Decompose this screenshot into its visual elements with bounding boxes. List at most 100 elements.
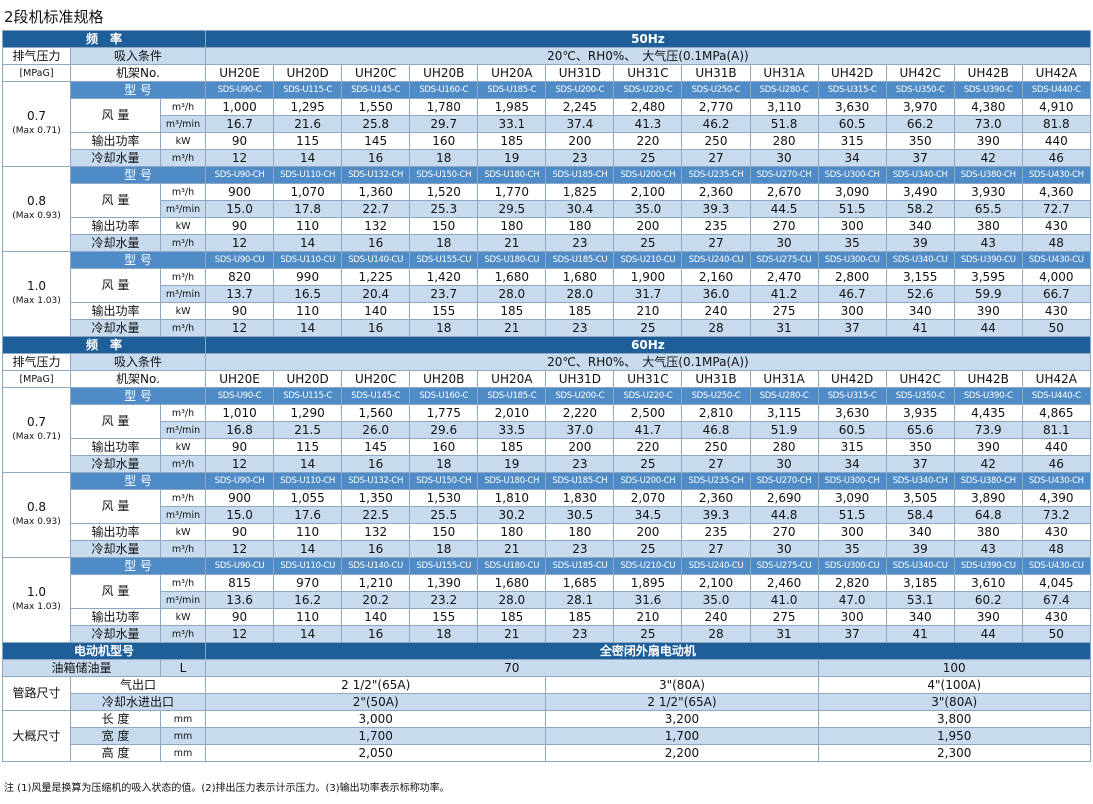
- value: 53.1: [885, 591, 955, 609]
- value: 37.0: [545, 421, 615, 439]
- table-row: 风 量 m³/h 900 1,055 1,350 1,530 1,810 1,830 2,070…: [3, 489, 1091, 524]
- model: SDS-U90-CU: [205, 251, 275, 269]
- value: 1,770: [477, 183, 547, 201]
- value: 1,070: [273, 183, 343, 201]
- value: 140: [341, 608, 411, 626]
- pressure-cell: 0.7 (Max 0.71): [2, 387, 71, 473]
- model: SDS-U90-CU: [205, 557, 275, 575]
- model: SDS-U185-CH: [545, 166, 615, 184]
- value: 35.0: [681, 591, 751, 609]
- unit: m³/h: [159, 489, 207, 507]
- value: 1,530: [409, 489, 479, 507]
- value: 41: [885, 319, 955, 337]
- value: 90: [205, 438, 275, 456]
- pressure: 1.0: [26, 585, 47, 599]
- value: 48: [1021, 540, 1091, 558]
- value: 39.3: [681, 506, 751, 524]
- value: 23: [545, 234, 615, 252]
- row-label: 输出功率: [70, 132, 161, 150]
- value: 36.0: [681, 285, 751, 303]
- table-row: 冷却水进出口 2"(50A) 2 1/2"(65A) 3"(80A): [3, 693, 1091, 711]
- value: 23: [545, 540, 615, 558]
- value: 15.0: [205, 200, 275, 218]
- table-row: 0.8 (Max 0.93) 型 号 SDS-U90-CH SDS-U110-CH SDS…: [2, 472, 1091, 558]
- model: SDS-U160-C: [409, 387, 479, 405]
- model: SDS-U155-CU: [409, 251, 479, 269]
- row-label: 吸入条件: [69, 47, 207, 65]
- unit: m³/h: [159, 625, 207, 643]
- unit: m³/h: [159, 319, 207, 337]
- row-label: 输出功率: [70, 302, 161, 320]
- value: 16: [341, 149, 411, 167]
- frame: UH42C: [885, 370, 955, 388]
- pressure: 0.7: [26, 415, 47, 429]
- header: 频 率: [1, 336, 207, 354]
- value: 25: [613, 455, 683, 473]
- row-label: 冷却水量: [70, 455, 161, 473]
- row-label: 冷却水量: [70, 234, 161, 252]
- value: 220: [613, 438, 683, 456]
- value: 2,460: [749, 574, 819, 592]
- value: 210: [613, 608, 683, 626]
- table-row: 冷却水量 m³/h 12 14 16 18 19 23 25 27 30 34 37 42 46: [3, 149, 1091, 167]
- value: 51.8: [749, 115, 819, 133]
- value: 73.2: [1021, 506, 1091, 524]
- value: 17.8: [273, 200, 343, 218]
- value: 3,630: [817, 98, 887, 116]
- value: 2,770: [681, 98, 751, 116]
- model: SDS-U180-CH: [477, 472, 547, 490]
- value: 70: [205, 659, 819, 677]
- value: 340: [885, 523, 955, 541]
- model: SDS-U390-CU: [953, 251, 1023, 269]
- row-label: 输出功率: [70, 217, 161, 235]
- frame: UH31B: [681, 370, 751, 388]
- value: 27: [681, 149, 751, 167]
- table-row: m³/min 15.0 17.8 22.7 25.3 29.5 30.4 35.0 39.3 44…: [3, 200, 1091, 218]
- value: 64.8: [953, 506, 1023, 524]
- value: 440: [1021, 438, 1091, 456]
- model: SDS-U90-CH: [205, 166, 275, 184]
- row-label: 冷却水进出口: [69, 693, 207, 711]
- value: 19: [477, 455, 547, 473]
- unit: m³/min: [159, 200, 207, 218]
- frame: UH20C: [341, 64, 411, 82]
- value: 4,045: [1021, 574, 1091, 592]
- value: 12: [205, 455, 275, 473]
- motor-type: 全密闭外扇电动机: [205, 642, 1091, 660]
- value: 2,300: [817, 744, 1091, 762]
- table-row: 输出功率 kW 90 115 145 160 185 200 220 250 280 315 350 39…: [3, 438, 1091, 456]
- model: SDS-U300-CU: [817, 251, 887, 269]
- pressure: 1.0: [26, 279, 47, 293]
- header: 频 率: [1, 30, 207, 48]
- value: 18: [409, 455, 479, 473]
- value: 1,810: [477, 489, 547, 507]
- table-row: 大概尺寸长 度 mm 3,000 3,200 3,800: [2, 710, 1091, 762]
- table-row: [MPaG] 机架No. UH20E UH20D UH20C UH20B UH20A UH31…: [2, 64, 1091, 82]
- row-label: 机架No.: [69, 370, 207, 388]
- value: 200: [613, 217, 683, 235]
- frame: UH42C: [885, 64, 955, 82]
- frequency: 50Hz: [205, 30, 1091, 48]
- value: 12: [205, 625, 275, 643]
- frame: UH31A: [749, 64, 819, 82]
- value: 25.3: [409, 200, 479, 218]
- table-row: 高 度 mm 2,050 2,200 2,300: [3, 744, 1091, 762]
- row-label: [MPaG]: [2, 64, 71, 82]
- frame: UH42B: [953, 370, 1023, 388]
- value: 26.0: [341, 421, 411, 439]
- table-row: 风 量 m³/h 820 990 1,225 1,420 1,680 1,680 1,900 2,…: [3, 268, 1091, 303]
- value: 28.1: [545, 591, 615, 609]
- value: 37: [885, 149, 955, 167]
- table-row: 冷却水量 m³/h 12 14 16 18 21 23 25 28 31 37 41 44 50: [3, 319, 1091, 337]
- value: 47.0: [817, 591, 887, 609]
- value: 1,680: [477, 268, 547, 286]
- value: 1,055: [273, 489, 343, 507]
- value: 16.8: [205, 421, 275, 439]
- frame: UH20D: [273, 370, 343, 388]
- value: 44: [953, 319, 1023, 337]
- row-label: 排气压力: [2, 47, 71, 65]
- value: 23.2: [409, 591, 479, 609]
- model: SDS-U430-CH: [1021, 166, 1091, 184]
- value: 3,115: [749, 404, 819, 422]
- row-label: 输出功率: [70, 523, 161, 541]
